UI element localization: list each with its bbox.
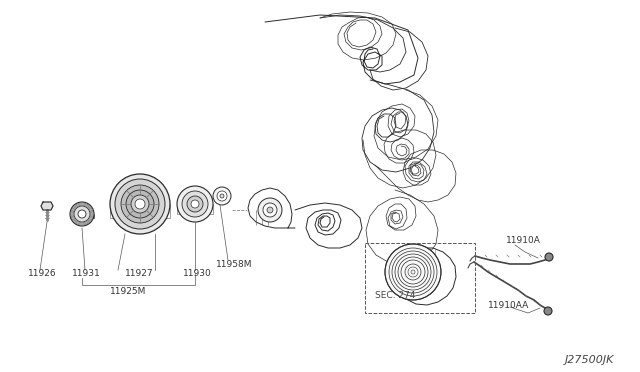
Text: 11958M: 11958M xyxy=(216,260,253,269)
Circle shape xyxy=(74,206,90,222)
Bar xyxy=(365,243,475,313)
Circle shape xyxy=(110,174,170,234)
Circle shape xyxy=(70,202,94,226)
Text: 11925M: 11925M xyxy=(110,287,147,296)
Text: 11910A: 11910A xyxy=(506,236,541,245)
Circle shape xyxy=(220,194,224,198)
Polygon shape xyxy=(41,202,53,210)
Text: 11927: 11927 xyxy=(125,269,154,278)
Circle shape xyxy=(545,253,553,261)
Circle shape xyxy=(131,195,149,213)
Circle shape xyxy=(182,191,208,217)
Circle shape xyxy=(263,203,277,217)
Text: SEC. 274: SEC. 274 xyxy=(375,291,415,300)
Circle shape xyxy=(121,185,159,223)
Text: 11930: 11930 xyxy=(183,269,212,278)
Text: J27500JK: J27500JK xyxy=(565,355,614,365)
Circle shape xyxy=(213,187,231,205)
Circle shape xyxy=(258,198,282,222)
Text: 11931: 11931 xyxy=(72,269,100,278)
Circle shape xyxy=(217,191,227,201)
Circle shape xyxy=(115,179,165,229)
Circle shape xyxy=(385,244,441,300)
Circle shape xyxy=(187,196,203,212)
Circle shape xyxy=(267,207,273,213)
Circle shape xyxy=(544,307,552,315)
Circle shape xyxy=(177,186,213,222)
Circle shape xyxy=(78,210,86,218)
Text: 11910AA: 11910AA xyxy=(488,301,529,310)
Circle shape xyxy=(135,199,145,209)
Circle shape xyxy=(191,200,199,208)
Text: 11926: 11926 xyxy=(28,269,56,278)
Circle shape xyxy=(126,190,154,218)
